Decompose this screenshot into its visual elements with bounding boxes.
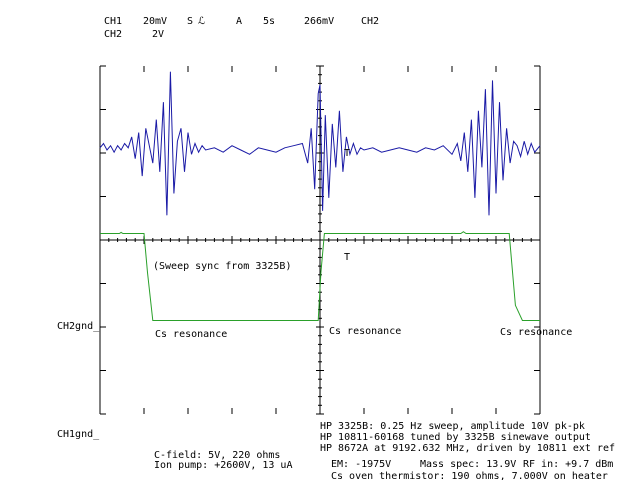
ch2-scale: 2V bbox=[152, 29, 164, 40]
oven-status: Cs oven thermistor: 190 ohms, 7.000V on … bbox=[331, 471, 608, 480]
mass-spec-status: Mass spec: 13.9V bbox=[420, 459, 516, 470]
c-field-note: C-field: 5V, 220 ohms bbox=[154, 450, 280, 461]
resonance-label-2: Cs resonance bbox=[329, 326, 401, 337]
ion-pump-note: Ion pump: +2600V, 13 uA bbox=[154, 460, 292, 471]
ch2-label: CH2 bbox=[104, 29, 122, 40]
synth-note: HP 8672A at 9192.632 MHz, driven by 1081… bbox=[320, 443, 615, 454]
ch2-ground-marker: CH2gnd_ bbox=[57, 321, 100, 332]
graticule bbox=[99, 65, 541, 415]
timebase-value: 5s bbox=[263, 16, 275, 27]
ch1-scale: 20mV bbox=[143, 16, 167, 27]
rf-in-status: RF in: +9.7 dBm bbox=[523, 459, 613, 470]
ch1-ground-marker: CH1gnd_ bbox=[57, 429, 100, 440]
resonance-label-1: Cs resonance bbox=[155, 329, 227, 340]
ch1-trace bbox=[99, 71, 541, 216]
ch1-label: CH1 bbox=[104, 16, 122, 27]
ch2-trace bbox=[100, 231, 540, 321]
coupling-label: A bbox=[236, 16, 242, 27]
trigger-mode: S bbox=[187, 16, 193, 27]
trigger-marker-ch1: T bbox=[344, 148, 350, 159]
trigger-marker-ch2: T bbox=[344, 252, 350, 263]
oscillator-note: HP 10811-60168 tuned by 3325B sinewave o… bbox=[320, 432, 591, 443]
trigger-slope-icon: ℒ bbox=[198, 16, 205, 27]
trigger-level: 266mV bbox=[304, 16, 334, 27]
trigger-source: CH2 bbox=[361, 16, 379, 27]
em-status: EM: -1975V bbox=[331, 459, 391, 470]
sweep-note: HP 3325B: 0.25 Hz sweep, amplitude 10V p… bbox=[320, 421, 585, 432]
sweep-sync-label: (Sweep sync from 3325B) bbox=[153, 261, 291, 272]
resonance-label-3: Cs resonance bbox=[500, 327, 572, 338]
